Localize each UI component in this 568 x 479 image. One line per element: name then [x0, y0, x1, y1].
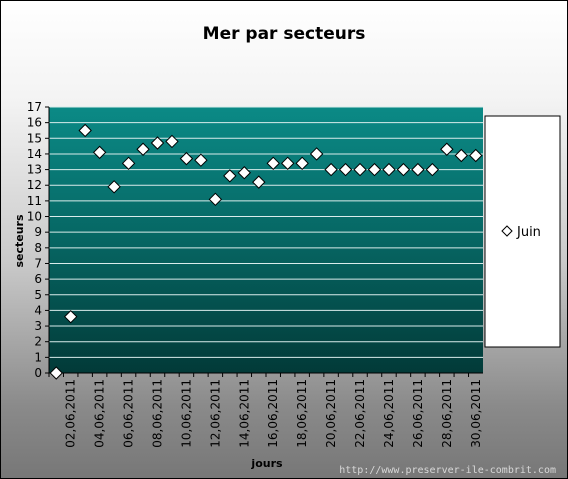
data-point-13: [223, 169, 237, 183]
data-point-27: [425, 162, 440, 177]
y-tick-label-10: 10: [27, 210, 42, 224]
data-point-5: [107, 180, 121, 194]
x-tick-label-7: 16,06,2011: [266, 379, 280, 448]
y-tick-label-4: 4: [34, 303, 42, 317]
x-tick-label-5: 12,06,2011: [208, 379, 222, 448]
y-tick-label-2: 2: [34, 335, 42, 349]
x-axis: 02,06,2011 04,06,2011 06,06,2011 08,06,2011…: [48, 372, 483, 448]
x-tick-label-1: 04,06,2011: [93, 379, 107, 448]
y-tick-label-14: 14: [27, 147, 42, 161]
data-point-9: [165, 134, 179, 149]
x-tick-label-9: 20,06,2011: [324, 379, 338, 448]
gridlines: [49, 106, 483, 358]
y-tick-label-17: 17: [27, 100, 42, 114]
data-point-15: [252, 175, 266, 189]
plot-area: [49, 107, 483, 373]
data-point-29: [454, 148, 469, 163]
data-point-18: [295, 156, 309, 171]
x-tick-label-6: 14,06,2011: [237, 379, 251, 448]
data-point-28: [440, 142, 454, 156]
data-point-10: [179, 151, 194, 166]
data-point-26: [411, 162, 425, 177]
data-point-3: [78, 123, 92, 138]
data-point-8: [150, 136, 165, 150]
y-tick-label-5: 5: [34, 288, 42, 302]
data-points: [49, 123, 483, 380]
y-tick-label-0: 0: [34, 366, 42, 380]
x-tick-label-3: 08,06,2011: [151, 379, 165, 448]
legend-box: [484, 115, 561, 348]
y-tick-label-13: 13: [27, 163, 42, 177]
x-tick-label-12: 26,06,2011: [411, 379, 425, 448]
data-point-16: [266, 156, 280, 171]
y-tick-label-8: 8: [34, 241, 42, 255]
y-tick-label-16: 16: [27, 116, 42, 130]
y-tick-label-11: 11: [27, 194, 42, 208]
data-point-30: [469, 148, 483, 163]
legend-series-label: Juin: [516, 225, 541, 240]
data-point-20: [324, 162, 338, 177]
x-tick-label-14: 30,06,2011: [469, 379, 483, 448]
y-tick-label-6: 6: [34, 272, 42, 286]
x-tick-label-2: 06,06,2011: [122, 379, 136, 448]
x-axis-title: jours: [250, 457, 283, 470]
x-tick-label-11: 24,06,2011: [382, 379, 396, 448]
y-axis-title: secteurs: [13, 214, 26, 268]
data-point-7: [136, 142, 150, 156]
y-tick-label-12: 12: [27, 178, 42, 192]
data-point-14: [237, 166, 252, 180]
y-tick-label-3: 3: [34, 319, 42, 333]
data-point-12: [208, 192, 223, 207]
data-point-21: [338, 162, 353, 177]
data-point-11: [194, 153, 208, 167]
watermark: http://www.preserver-ile-combrit.com: [339, 465, 556, 476]
x-tick-label-4: 10,06,2011: [179, 379, 193, 448]
data-point-17: [280, 156, 295, 171]
y-tick-label-1: 1: [34, 350, 42, 364]
data-point-22: [353, 162, 367, 177]
data-point-1: [49, 366, 63, 380]
x-tick-label-0: 02,06,2011: [64, 379, 78, 448]
data-point-4: [92, 145, 107, 160]
y-tick-label-9: 9: [34, 225, 42, 239]
legend-diamond-marker-icon: [501, 225, 513, 237]
y-tick-label-15: 15: [27, 131, 42, 145]
data-point-6: [121, 156, 136, 171]
y-tick-label-7: 7: [34, 256, 42, 270]
data-point-24: [382, 162, 396, 177]
data-point-25: [396, 162, 411, 177]
data-point-19: [309, 147, 324, 161]
chart-title: Mer par secteurs: [203, 24, 366, 44]
data-point-23: [367, 162, 382, 177]
x-tick-label-10: 22,06,2011: [353, 379, 367, 448]
legend: Juin: [484, 115, 561, 348]
x-tick-label-13: 28,06,2011: [440, 379, 454, 448]
x-tick-label-8: 18,06,2011: [295, 379, 309, 448]
data-point-2: [63, 309, 78, 324]
